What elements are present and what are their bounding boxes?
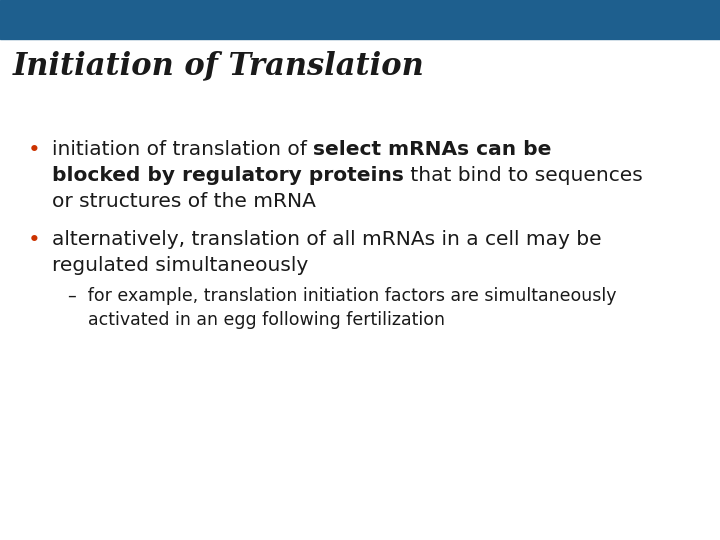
Text: select mRNAs can be: select mRNAs can be bbox=[313, 140, 552, 159]
Text: regulated simultaneously: regulated simultaneously bbox=[52, 256, 308, 275]
Text: or structures of the mRNA: or structures of the mRNA bbox=[52, 192, 316, 211]
Text: alternatively, translation of all mRNAs in a cell may be: alternatively, translation of all mRNAs … bbox=[52, 230, 602, 249]
Text: Initiation of Translation: Initiation of Translation bbox=[13, 50, 425, 81]
Text: activated in an egg following fertilization: activated in an egg following fertilizat… bbox=[88, 311, 445, 329]
Text: initiation of translation of: initiation of translation of bbox=[52, 140, 313, 159]
Text: •: • bbox=[28, 140, 41, 160]
Text: •: • bbox=[28, 230, 41, 249]
Text: –  for example, translation initiation factors are simultaneously: – for example, translation initiation fa… bbox=[68, 287, 616, 305]
Bar bbox=[0, 0, 720, 39]
Text: that bind to sequences: that bind to sequences bbox=[404, 166, 643, 185]
Text: blocked by regulatory proteins: blocked by regulatory proteins bbox=[52, 166, 404, 185]
